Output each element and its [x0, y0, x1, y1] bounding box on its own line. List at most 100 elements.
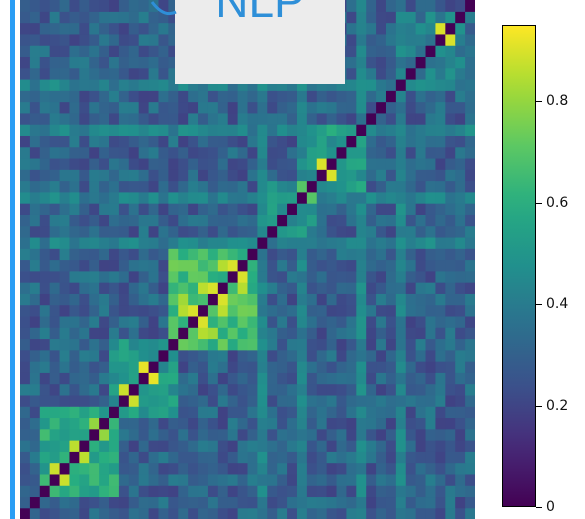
heatmap-cell [336, 462, 348, 475]
heatmap-cell [69, 473, 80, 486]
heatmap-cell [59, 304, 71, 317]
heatmap-cell [158, 507, 169, 519]
heatmap-cell [326, 90, 338, 103]
heatmap-cell [29, 248, 41, 261]
heatmap-cell [188, 90, 199, 103]
heatmap-cell [356, 191, 367, 204]
heatmap-cell [59, 406, 71, 419]
heatmap-cell [198, 236, 209, 249]
heatmap-cell [425, 22, 437, 35]
heatmap-cell [178, 101, 189, 114]
heatmap-cell [445, 293, 456, 306]
heatmap-cell [217, 462, 229, 475]
heatmap-cell [178, 146, 189, 159]
heatmap-cell [287, 259, 298, 272]
heatmap-cell [69, 293, 80, 306]
heatmap-cell [79, 124, 90, 136]
heatmap-cell [148, 124, 160, 136]
heatmap-cell [395, 293, 407, 306]
heatmap-cell [39, 101, 51, 114]
heatmap-cell [465, 304, 475, 317]
heatmap-cell [366, 338, 377, 351]
heatmap-cell [385, 270, 397, 283]
heatmap-cell [356, 259, 367, 272]
heatmap-cell [395, 372, 407, 385]
heatmap-cell [257, 101, 268, 114]
heatmap-cell [217, 157, 229, 170]
heatmap-cell [20, 485, 31, 498]
heatmap-cell [336, 473, 348, 486]
heatmap-cell [217, 394, 229, 407]
heatmap-cell [376, 304, 387, 317]
heatmap-cell [138, 146, 150, 159]
heatmap-cell [306, 214, 318, 227]
heatmap-cell [435, 282, 446, 294]
heatmap-cell [118, 169, 130, 182]
heatmap-cell [257, 203, 268, 215]
heatmap-cell [178, 496, 189, 509]
heatmap-cell [89, 282, 100, 294]
heatmap-cell [128, 315, 140, 328]
heatmap-cell [257, 473, 268, 486]
heatmap-cell [465, 45, 475, 58]
heatmap-cell [445, 67, 456, 80]
heatmap-cell [89, 485, 100, 498]
heatmap-cell [247, 270, 258, 283]
heatmap-cell [366, 90, 377, 103]
heatmap-cell [296, 203, 308, 215]
heatmap-cell [395, 315, 407, 328]
heatmap-cell [445, 101, 456, 114]
heatmap-cell [385, 90, 397, 103]
heatmap-cell [69, 67, 80, 80]
heatmap-cell [455, 473, 466, 486]
heatmap-cell [366, 485, 377, 498]
heatmap-cell [59, 282, 71, 294]
heatmap-cell [346, 56, 357, 69]
heatmap-cell [445, 428, 456, 441]
heatmap-cell [385, 473, 397, 486]
heatmap-cell [128, 33, 140, 46]
heatmap-cell [376, 462, 387, 475]
heatmap-cell [118, 146, 130, 159]
heatmap-cell [118, 496, 130, 509]
heatmap-cell [198, 507, 209, 519]
heatmap-cell [59, 203, 71, 215]
heatmap-cell [39, 67, 51, 80]
heatmap-cell [287, 203, 298, 215]
heatmap-cell [287, 507, 298, 519]
heatmap-cell [49, 11, 61, 24]
heatmap-cell [425, 90, 437, 103]
heatmap-cell [148, 507, 160, 519]
heatmap-cell [148, 78, 160, 91]
heatmap-cell [99, 248, 110, 261]
heatmap-cell [158, 11, 169, 24]
heatmap-cell [49, 33, 61, 46]
heatmap-cell [316, 146, 328, 159]
heatmap-cell [178, 191, 189, 204]
heatmap-cell [435, 78, 446, 91]
heatmap-cell [237, 124, 249, 136]
heatmap-cell [49, 236, 61, 249]
heatmap-cell [425, 282, 437, 294]
heatmap-cell [287, 101, 298, 114]
heatmap-cell [79, 372, 90, 385]
heatmap-cell [247, 157, 258, 170]
heatmap-cell [39, 349, 51, 362]
heatmap-cell [158, 361, 169, 373]
heatmap-cell [306, 236, 318, 249]
heatmap-cell [405, 270, 417, 283]
heatmap-cell [356, 169, 367, 182]
heatmap-cell [366, 327, 377, 340]
heatmap-cell [395, 33, 407, 46]
heatmap-cell [227, 214, 239, 227]
heatmap-cell [89, 270, 100, 283]
heatmap-cell [435, 45, 446, 58]
heatmap-cell [207, 462, 219, 475]
heatmap-cell [455, 417, 466, 430]
heatmap-cell [217, 90, 229, 103]
heatmap-cell [69, 11, 80, 24]
heatmap-cell [257, 169, 268, 182]
heatmap-cell [237, 259, 249, 272]
heatmap-cell [178, 214, 189, 227]
heatmap-cell [405, 225, 417, 238]
